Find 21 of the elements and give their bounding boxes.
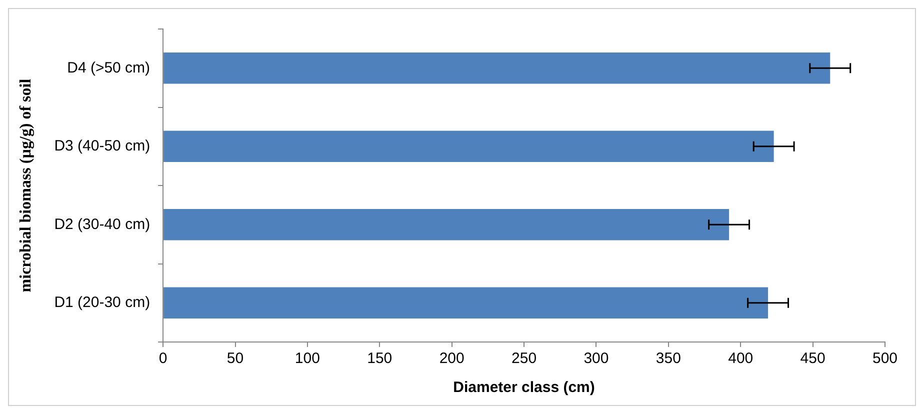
y-tick-label: D2 (30-40 cm)	[54, 216, 150, 233]
y-tick-label: D4 (>50 cm)	[67, 59, 150, 76]
x-tick-label: 450	[800, 350, 826, 368]
x-tick-label: 400	[728, 350, 754, 368]
x-tick-label: 350	[656, 350, 681, 368]
bar	[164, 287, 768, 319]
y-tick-label: D1 (20-30 cm)	[54, 294, 150, 312]
bar	[164, 208, 730, 240]
x-tick-label: 0	[158, 350, 168, 368]
x-tick-label: 50	[226, 350, 244, 368]
x-tick-label: 500	[872, 350, 898, 368]
y-tick-label: D3 (40-50 cm)	[54, 138, 150, 155]
x-tick-label: 150	[367, 350, 392, 368]
x-tick-label: 200	[439, 350, 464, 368]
x-tick-label: 250	[512, 350, 537, 368]
bar	[164, 130, 774, 162]
bar	[164, 52, 830, 84]
y-axis-title: microbial biomass (µg/g) of soil	[18, 78, 35, 292]
x-axis-title: Diameter class (cm)	[453, 379, 595, 396]
x-tick-label: 300	[584, 350, 609, 368]
x-tick-label: 100	[294, 350, 320, 368]
